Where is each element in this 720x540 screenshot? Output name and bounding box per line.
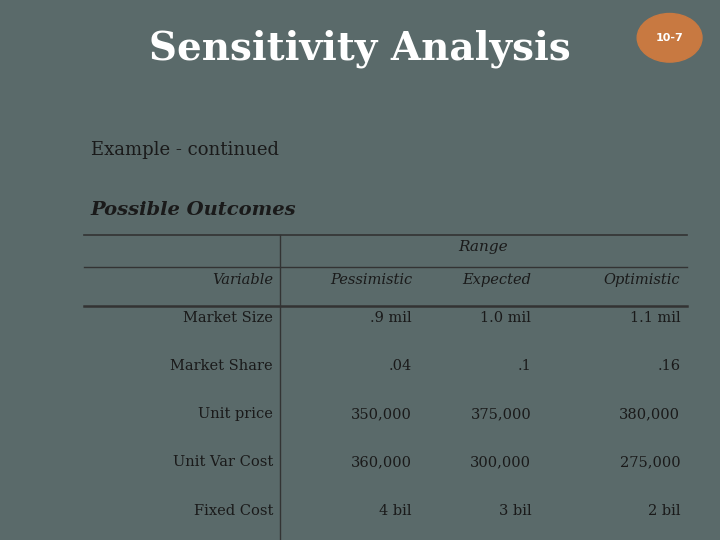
Text: .1: .1 xyxy=(518,359,531,373)
Text: Possible Outcomes: Possible Outcomes xyxy=(91,201,297,219)
Text: 1.0 mil: 1.0 mil xyxy=(480,311,531,325)
Text: Example - continued: Example - continued xyxy=(91,141,279,159)
Text: 350,000: 350,000 xyxy=(351,407,412,421)
Text: Range: Range xyxy=(459,240,508,254)
Text: Unit Var Cost: Unit Var Cost xyxy=(173,455,273,469)
Text: .16: .16 xyxy=(657,359,680,373)
Circle shape xyxy=(637,14,702,62)
Text: 380,000: 380,000 xyxy=(619,407,680,421)
Text: 300,000: 300,000 xyxy=(470,455,531,469)
Text: 2 bil: 2 bil xyxy=(648,503,680,517)
Text: 1.1 mil: 1.1 mil xyxy=(629,311,680,325)
Text: Expected: Expected xyxy=(462,273,531,287)
Text: 360,000: 360,000 xyxy=(351,455,412,469)
Text: 3 bil: 3 bil xyxy=(498,503,531,517)
Text: 10-7: 10-7 xyxy=(656,33,683,43)
Text: .9 mil: .9 mil xyxy=(370,311,412,325)
Text: 275,000: 275,000 xyxy=(620,455,680,469)
Text: Sensitivity Analysis: Sensitivity Analysis xyxy=(149,29,571,68)
Text: Market Share: Market Share xyxy=(170,359,273,373)
Text: Fixed Cost: Fixed Cost xyxy=(194,503,273,517)
Text: 4 bil: 4 bil xyxy=(379,503,412,517)
Text: Pessimistic: Pessimistic xyxy=(330,273,412,287)
Text: Market Size: Market Size xyxy=(183,311,273,325)
Text: Optimistic: Optimistic xyxy=(603,273,680,287)
Text: .04: .04 xyxy=(389,359,412,373)
Text: Unit price: Unit price xyxy=(198,407,273,421)
Text: 375,000: 375,000 xyxy=(470,407,531,421)
Text: Variable: Variable xyxy=(212,273,273,287)
